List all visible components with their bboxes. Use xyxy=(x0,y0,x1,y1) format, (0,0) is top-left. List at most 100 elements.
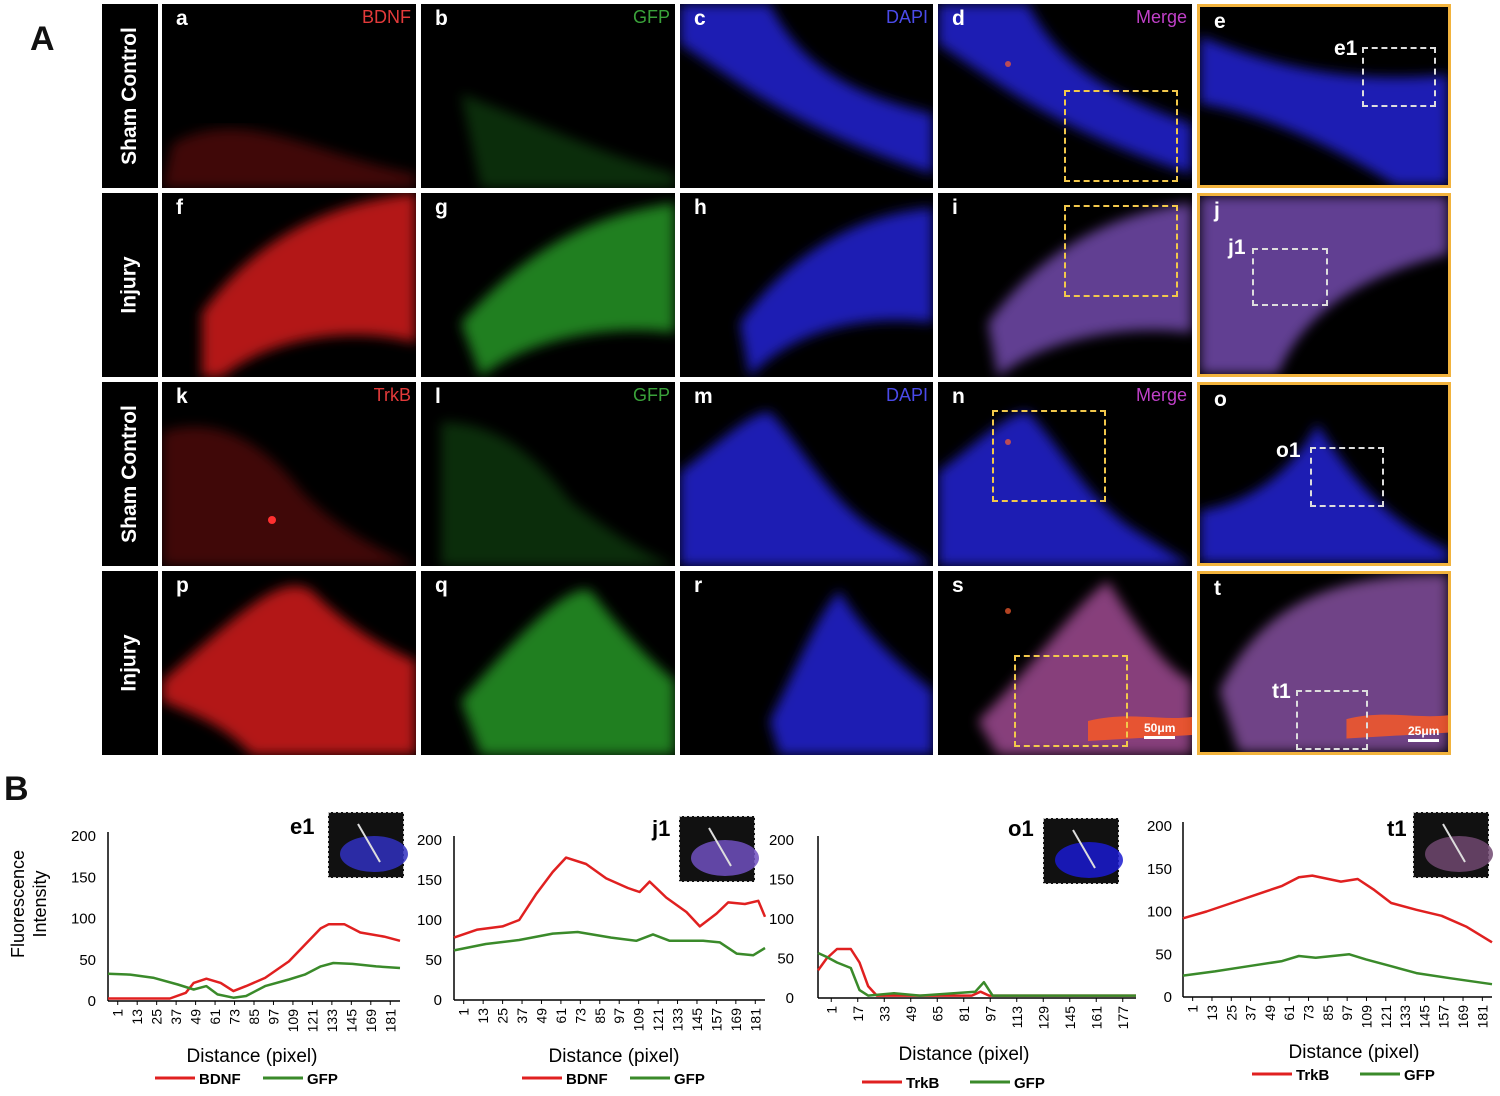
x-tick-label: 25 xyxy=(1223,1005,1239,1021)
zoom-region-box xyxy=(992,410,1106,502)
x-tick-label: 49 xyxy=(903,1006,919,1022)
panel-tag-o: o xyxy=(1214,388,1227,411)
panel-tag-c: c xyxy=(694,7,706,30)
profile-inset-icon xyxy=(327,811,408,879)
subregion-label-e1: e1 xyxy=(1334,37,1358,60)
legend-label-bdnf: BDNF xyxy=(199,1071,241,1088)
y-label-line-1: Fluorescence xyxy=(8,850,28,958)
x-tick-label: 61 xyxy=(207,1009,223,1025)
channel-label-n: Merge xyxy=(1135,385,1187,405)
y-tick-label: 200 xyxy=(71,828,96,845)
micrograph-d: d Merge xyxy=(938,4,1192,188)
x-tick-label: 37 xyxy=(1243,1005,1259,1021)
x-tick-label: 133 xyxy=(1397,1005,1413,1029)
x-tick-label: 97 xyxy=(611,1008,627,1024)
x-tick-label: 61 xyxy=(553,1008,569,1024)
profile-region-box xyxy=(1362,47,1436,107)
micrograph-k: k TrkB xyxy=(162,382,416,566)
panel-tag-g: g xyxy=(435,196,448,219)
row-label-3: Sham Control xyxy=(102,382,158,566)
y-tick-label: 100 xyxy=(417,912,442,929)
micrograph-h: h xyxy=(680,193,933,377)
channel-label-k: TrkB xyxy=(373,385,411,405)
y-tick-label: 50 xyxy=(425,952,442,969)
x-tick-label: 49 xyxy=(188,1009,204,1025)
x-tick-label: 1 xyxy=(823,1006,839,1014)
x-tick-label: 1 xyxy=(456,1008,472,1016)
profile-region-box xyxy=(1310,447,1384,507)
chart-t1: 0 50 100 150 200 1 13 25 37 49 61 73 85 97 109 121 133 14… xyxy=(1147,811,1493,1084)
shared-y-axis-label: Fluorescence Intensity xyxy=(8,850,50,958)
inset-profile-line xyxy=(357,823,381,863)
subregion-label-o1: o1 xyxy=(1276,439,1301,462)
channel-label-b: GFP xyxy=(632,7,670,27)
x-tick-label: 49 xyxy=(533,1008,549,1024)
profile-inset-icon xyxy=(678,815,759,883)
x-tick-label: 65 xyxy=(929,1006,945,1022)
y-tick-label: 0 xyxy=(1164,989,1172,1006)
micrograph-n: n Merge xyxy=(938,382,1192,566)
x-tick-label: 121 xyxy=(650,1008,666,1032)
panel-tag-e: e xyxy=(1214,10,1226,33)
x-axis-label: Distance (pixel) xyxy=(187,1046,318,1067)
panel-tag-s: s xyxy=(952,574,964,597)
panel-tag-j: j xyxy=(1214,199,1220,222)
x-tick-label: 73 xyxy=(1301,1005,1317,1021)
x-tick-label: 13 xyxy=(129,1009,145,1025)
micrograph-p: p xyxy=(162,571,416,755)
legend-label-trkb: TrkB xyxy=(906,1075,940,1092)
micrograph-l: l GFP xyxy=(421,382,675,566)
x-tick-label: 109 xyxy=(631,1008,647,1032)
series-line-gfp xyxy=(107,961,401,999)
subregion-label-t1: t1 xyxy=(1272,680,1291,703)
y-tick-label: 150 xyxy=(1147,861,1172,878)
panel-tag-b: b xyxy=(435,7,448,30)
panel-tag-a: a xyxy=(176,7,188,30)
panel-tag-n: n xyxy=(952,385,965,408)
y-tick-label: 100 xyxy=(769,911,794,928)
x-tick-label: 145 xyxy=(689,1008,705,1032)
panel-b-label: B xyxy=(4,770,29,808)
zoom-region-box xyxy=(1064,205,1178,297)
x-tick-label: 109 xyxy=(1358,1005,1374,1029)
chart-o1: 0 50 100 150 200 1 17 33 49 65 81 97 113 129 145 161 177… xyxy=(769,816,1136,1092)
micrograph-b: b GFP xyxy=(421,4,675,188)
x-tick-label: 97 xyxy=(1339,1005,1355,1021)
x-tick-label: 73 xyxy=(227,1009,243,1025)
inset-tissue xyxy=(691,840,759,876)
x-tick-label: 157 xyxy=(1436,1005,1452,1029)
panel-tag-d: d xyxy=(952,7,965,30)
micrograph-a: a BDNF xyxy=(162,4,416,188)
x-tick-label: 169 xyxy=(728,1008,744,1032)
panel-tag-k: k xyxy=(176,385,188,408)
legend-label-trkb: TrkB xyxy=(1296,1067,1330,1084)
y-tick-label: 50 xyxy=(777,951,794,968)
inset-tissue xyxy=(340,836,408,872)
x-tick-label: 1 xyxy=(110,1009,126,1017)
x-tick-label: 121 xyxy=(304,1009,320,1033)
y-tick-label: 0 xyxy=(88,993,96,1010)
subregion-label-j1: j1 xyxy=(1228,236,1246,259)
micrograph-e: e e1 xyxy=(1197,4,1451,188)
x-tick-label: 145 xyxy=(343,1009,359,1033)
legend-label-bdnf: BDNF xyxy=(566,1071,608,1088)
x-tick-label: 17 xyxy=(850,1006,866,1022)
y-tick-label: 150 xyxy=(71,869,96,886)
inset-profile-line xyxy=(708,827,732,867)
x-tick-label: 85 xyxy=(246,1009,262,1025)
x-tick-label: 1 xyxy=(1185,1005,1201,1013)
y-tick-label: 200 xyxy=(417,832,442,849)
micrograph-i: i xyxy=(938,193,1192,377)
profile-inset-icon xyxy=(1412,811,1493,879)
x-tick-label: 121 xyxy=(1378,1005,1394,1029)
channel-label-m: DAPI xyxy=(885,385,928,405)
legend-label-gfp: GFP xyxy=(674,1071,705,1088)
y-tick-label: 200 xyxy=(769,832,794,849)
inset-tissue xyxy=(1425,836,1493,872)
scale-bar: 50μm xyxy=(1144,721,1176,739)
inset-tissue xyxy=(1055,842,1123,878)
x-axis-label: Distance (pixel) xyxy=(549,1046,680,1067)
micrograph-r: r xyxy=(680,571,933,755)
panel-tag-l: l xyxy=(435,385,441,408)
panel-a-label: A xyxy=(30,20,55,58)
